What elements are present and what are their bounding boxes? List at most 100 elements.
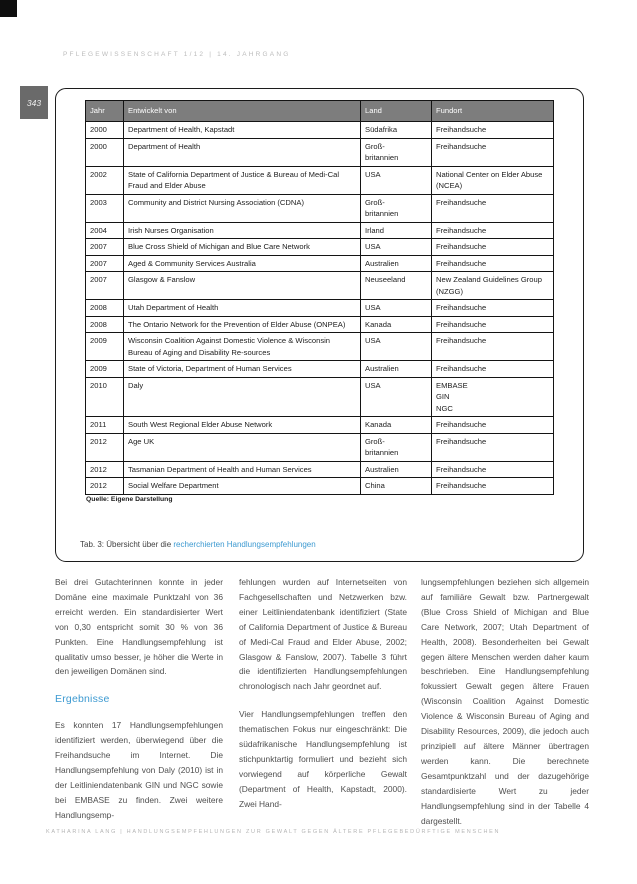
cell-entwickelt-von: South West Regional Elder Abuse Network: [123, 416, 361, 434]
paragraph: Es konnten 17 Handlungsempfehlungen iden…: [55, 720, 223, 820]
table-row: 2000 Department of Health, Kapstadt Südafr…: [85, 121, 554, 139]
cell-land: China: [360, 477, 432, 495]
table-row: 2003 Community and District Nursing Assoc…: [85, 193, 554, 223]
cell-land: Australien: [360, 460, 432, 478]
cell-fundort: Freihandsuche: [431, 332, 554, 361]
cell-entwickelt-von: State of Victoria, Department of Human S…: [123, 360, 361, 378]
cell-land: Irland: [360, 221, 432, 239]
running-footer: Katharina Lang | Handlungsempfehlungen z…: [46, 829, 501, 835]
cell-land: Australien: [360, 360, 432, 378]
cell-jahr: 2008: [85, 299, 124, 317]
table-row: 2010 Daly USA EMBASE GIN NGC: [85, 376, 554, 417]
cell-fundort: Freihandsuche: [431, 432, 554, 462]
table-caption: Tab. 3: Übersicht über die recherchierte…: [80, 540, 316, 549]
cell-fundort: New Zealand Guidelines Group (NZGG): [431, 271, 554, 300]
column-header-land: Land: [360, 100, 432, 122]
table-row: 2012 Tasmanian Department of Health and H…: [85, 460, 554, 478]
table-row: 2012 Social Welfare Department China Freiha…: [85, 477, 554, 495]
table-source-note: Quelle: Eigene Darstellung: [86, 495, 173, 503]
cell-jahr: 2011: [85, 416, 124, 434]
cell-fundort: Freihandsuche: [431, 416, 554, 434]
cell-fundort: Freihandsuche: [431, 360, 554, 378]
cell-jahr: 2007: [85, 238, 124, 256]
table-row: 2008 Utah Department of Health USA Freihand…: [85, 299, 554, 317]
cell-entwickelt-von: Department of Health: [123, 137, 361, 167]
table-row: 2011 South West Regional Elder Abuse Netw…: [85, 416, 554, 434]
cell-fundort: Freihandsuche: [431, 299, 554, 317]
column-header-fundort: Fundort: [431, 100, 554, 122]
cell-entwickelt-von: Tasmanian Department of Health and Human…: [123, 460, 361, 478]
cell-land: Neuseeland: [360, 271, 432, 300]
text-column-2: fehlungen wurden auf Internetseiten von …: [239, 575, 407, 825]
cell-entwickelt-von: Community and District Nursing Associati…: [123, 193, 361, 223]
table-row: 2009 State of Victoria, Department of Hum…: [85, 360, 554, 378]
cell-fundort: Freihandsuche: [431, 477, 554, 495]
cell-entwickelt-von: State of California Department of Justic…: [123, 165, 361, 195]
cell-entwickelt-von: Blue Cross Shield of Michigan and Blue C…: [123, 238, 361, 256]
corner-marker: [0, 0, 17, 17]
text-column-3: lungsempfehlungen beziehen sich allgemei…: [421, 575, 589, 841]
cell-land: USA: [360, 332, 432, 361]
table-row: 2007 Glasgow & Fanslow Neuseeland New Zeala…: [85, 271, 554, 300]
table-header-row: Jahr Entwickelt von Land Fundort: [85, 100, 554, 122]
cell-land: USA: [360, 376, 432, 417]
table-caption-link: recherchierten Handlungsempfehlungen: [173, 540, 316, 549]
cell-fundort: Freihandsuche: [431, 193, 554, 223]
cell-jahr: 2000: [85, 137, 124, 167]
cell-jahr: 2003: [85, 193, 124, 223]
cell-fundort: Freihandsuche: [431, 238, 554, 256]
cell-entwickelt-von: Social Welfare Department: [123, 477, 361, 495]
table-caption-prefix: Tab. 3: Übersicht über die: [80, 540, 174, 549]
section-heading-ergebnisse: Ergebnisse: [55, 693, 110, 706]
cell-jahr: 2007: [85, 271, 124, 300]
paragraph: Bei drei Gutachterinnen konnte in jeder …: [55, 577, 223, 677]
cell-land: USA: [360, 238, 432, 256]
cell-fundort: National Center on Elder Abuse (NCEA): [431, 165, 554, 195]
cell-fundort: Freihandsuche: [431, 121, 554, 139]
table-body: 2000 Department of Health, Kapstadt Südafr…: [85, 121, 554, 495]
cell-land: USA: [360, 165, 432, 195]
page-number: 343: [26, 97, 42, 108]
cell-land: USA: [360, 299, 432, 317]
cell-entwickelt-von: Aged & Community Services Australia: [123, 254, 361, 272]
table-row: 2000 Department of Health Groß- britannien…: [85, 137, 554, 167]
cell-jahr: 2000: [85, 121, 124, 139]
paragraph: lungsempfehlungen beziehen sich allgemei…: [421, 577, 589, 826]
table-row: 2007 Aged & Community Services Australia A…: [85, 254, 554, 272]
column-header-entwickelt-von: Entwickelt von: [123, 100, 361, 122]
text-column-1: Bei drei Gutachterinnen konnte in jeder …: [55, 575, 223, 836]
cell-jahr: 2012: [85, 477, 124, 495]
cell-entwickelt-von: Utah Department of Health: [123, 299, 361, 317]
cell-jahr: 2012: [85, 460, 124, 478]
paragraph: fehlungen wurden auf Internetseiten von …: [239, 577, 407, 692]
column-header-jahr: Jahr: [85, 100, 124, 122]
table-row: 2002 State of California Department of Ju…: [85, 165, 554, 195]
paragraph: Vier Handlungsempfehlungen treffen den t…: [239, 709, 407, 809]
cell-land: Groß- britannien: [360, 137, 432, 167]
cell-entwickelt-von: The Ontario Network for the Prevention o…: [123, 315, 361, 333]
cell-jahr: 2009: [85, 332, 124, 361]
journal-header-line: Pflegewissenschaft 1/12 | 14. Jahrgang: [63, 51, 291, 58]
cell-jahr: 2012: [85, 432, 124, 462]
page-number-badge: 343: [20, 86, 48, 119]
cell-jahr: 2009: [85, 360, 124, 378]
cell-entwickelt-von: Department of Health, Kapstadt: [123, 121, 361, 139]
cell-entwickelt-von: Irish Nurses Organisation: [123, 221, 361, 239]
cell-entwickelt-von: Age UK: [123, 432, 361, 462]
table-row: 2007 Blue Cross Shield of Michigan and Bl…: [85, 238, 554, 256]
cell-jahr: 2010: [85, 376, 124, 417]
table-container: Jahr Entwickelt von Land Fundort 2000 Dep…: [55, 88, 584, 562]
table-row: 2004 Irish Nurses Organisation Irland Freih…: [85, 221, 554, 239]
cell-entwickelt-von: Wisconsin Coalition Against Domestic Vio…: [123, 332, 361, 361]
cell-jahr: 2008: [85, 315, 124, 333]
table-row: 2012 Age UK Groß- britannien Freihandsuche: [85, 432, 554, 462]
cell-fundort: Freihandsuche: [431, 137, 554, 167]
cell-jahr: 2004: [85, 221, 124, 239]
cell-entwickelt-von: Daly: [123, 376, 361, 417]
cell-fundort: EMBASE GIN NGC: [431, 376, 554, 417]
cell-jahr: 2002: [85, 165, 124, 195]
cell-land: Kanada: [360, 416, 432, 434]
cell-land: Australien: [360, 254, 432, 272]
cell-land: Südafrika: [360, 121, 432, 139]
